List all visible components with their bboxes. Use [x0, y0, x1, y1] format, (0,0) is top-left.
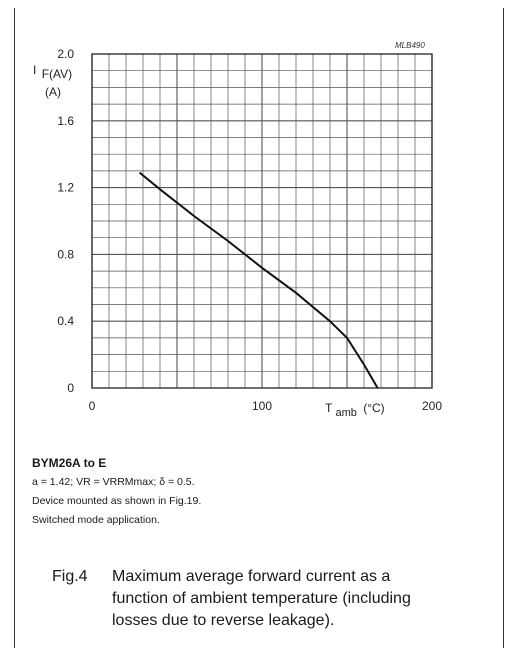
y-tick-label: 0.8 — [57, 247, 74, 261]
figure-number: Fig.4 — [52, 568, 88, 585]
chart-notes: BYM26A to E a = 1.42; VR = VRRMmax; δ = … — [32, 454, 201, 530]
y-tick-label: 1.6 — [57, 114, 74, 128]
notes-line-1: a = 1.42; VR = VRRMmax; δ = 0.5. — [32, 476, 195, 488]
x-axis-unit: (°C) — [363, 401, 384, 415]
x-axis-subscript: amb — [335, 407, 356, 419]
caption-text: Maximum average forward current as a fun… — [112, 568, 411, 629]
x-tick-label: 200 — [422, 399, 442, 413]
y-axis-symbol: I — [33, 63, 36, 77]
figure-frame — [14, 8, 504, 648]
notes-line-3: Switched mode application. — [32, 514, 160, 526]
y-axis-subscript: F(AV) — [42, 67, 72, 81]
y-tick-label: 2.0 — [57, 47, 74, 61]
y-tick-label: 0 — [67, 381, 74, 395]
x-tick-label: 100 — [252, 399, 272, 413]
series-line — [138, 171, 379, 389]
figure-caption: Fig.4 Maximum average forward current as… — [52, 566, 437, 632]
y-tick-label: 1.2 — [57, 181, 74, 195]
y-tick-labels: 0 0.4 0.8 1.2 1.6 2.0 — [57, 47, 74, 395]
y-tick-label: 0.4 — [57, 314, 74, 328]
x-tick-labels: 0 100 200 — [89, 399, 443, 413]
plot-border — [91, 53, 433, 389]
figure-reference: MLB490 — [395, 41, 425, 50]
chart: 00.40.81.21.62.0 0 100 200 MLB490 I F(AV) … — [33, 41, 443, 419]
notes-line-2: Device mounted as shown in Fig.19. — [32, 495, 202, 507]
grid — [91, 53, 433, 389]
x-tick-label: 0 — [89, 399, 96, 413]
x-axis-label: T amb (°C) — [325, 401, 385, 419]
y-axis-label: I F(AV) — [33, 63, 72, 81]
notes-header: BYM26A to E — [32, 456, 107, 470]
y-axis-unit: (A) — [45, 85, 61, 99]
x-axis-symbol: T — [325, 401, 333, 415]
